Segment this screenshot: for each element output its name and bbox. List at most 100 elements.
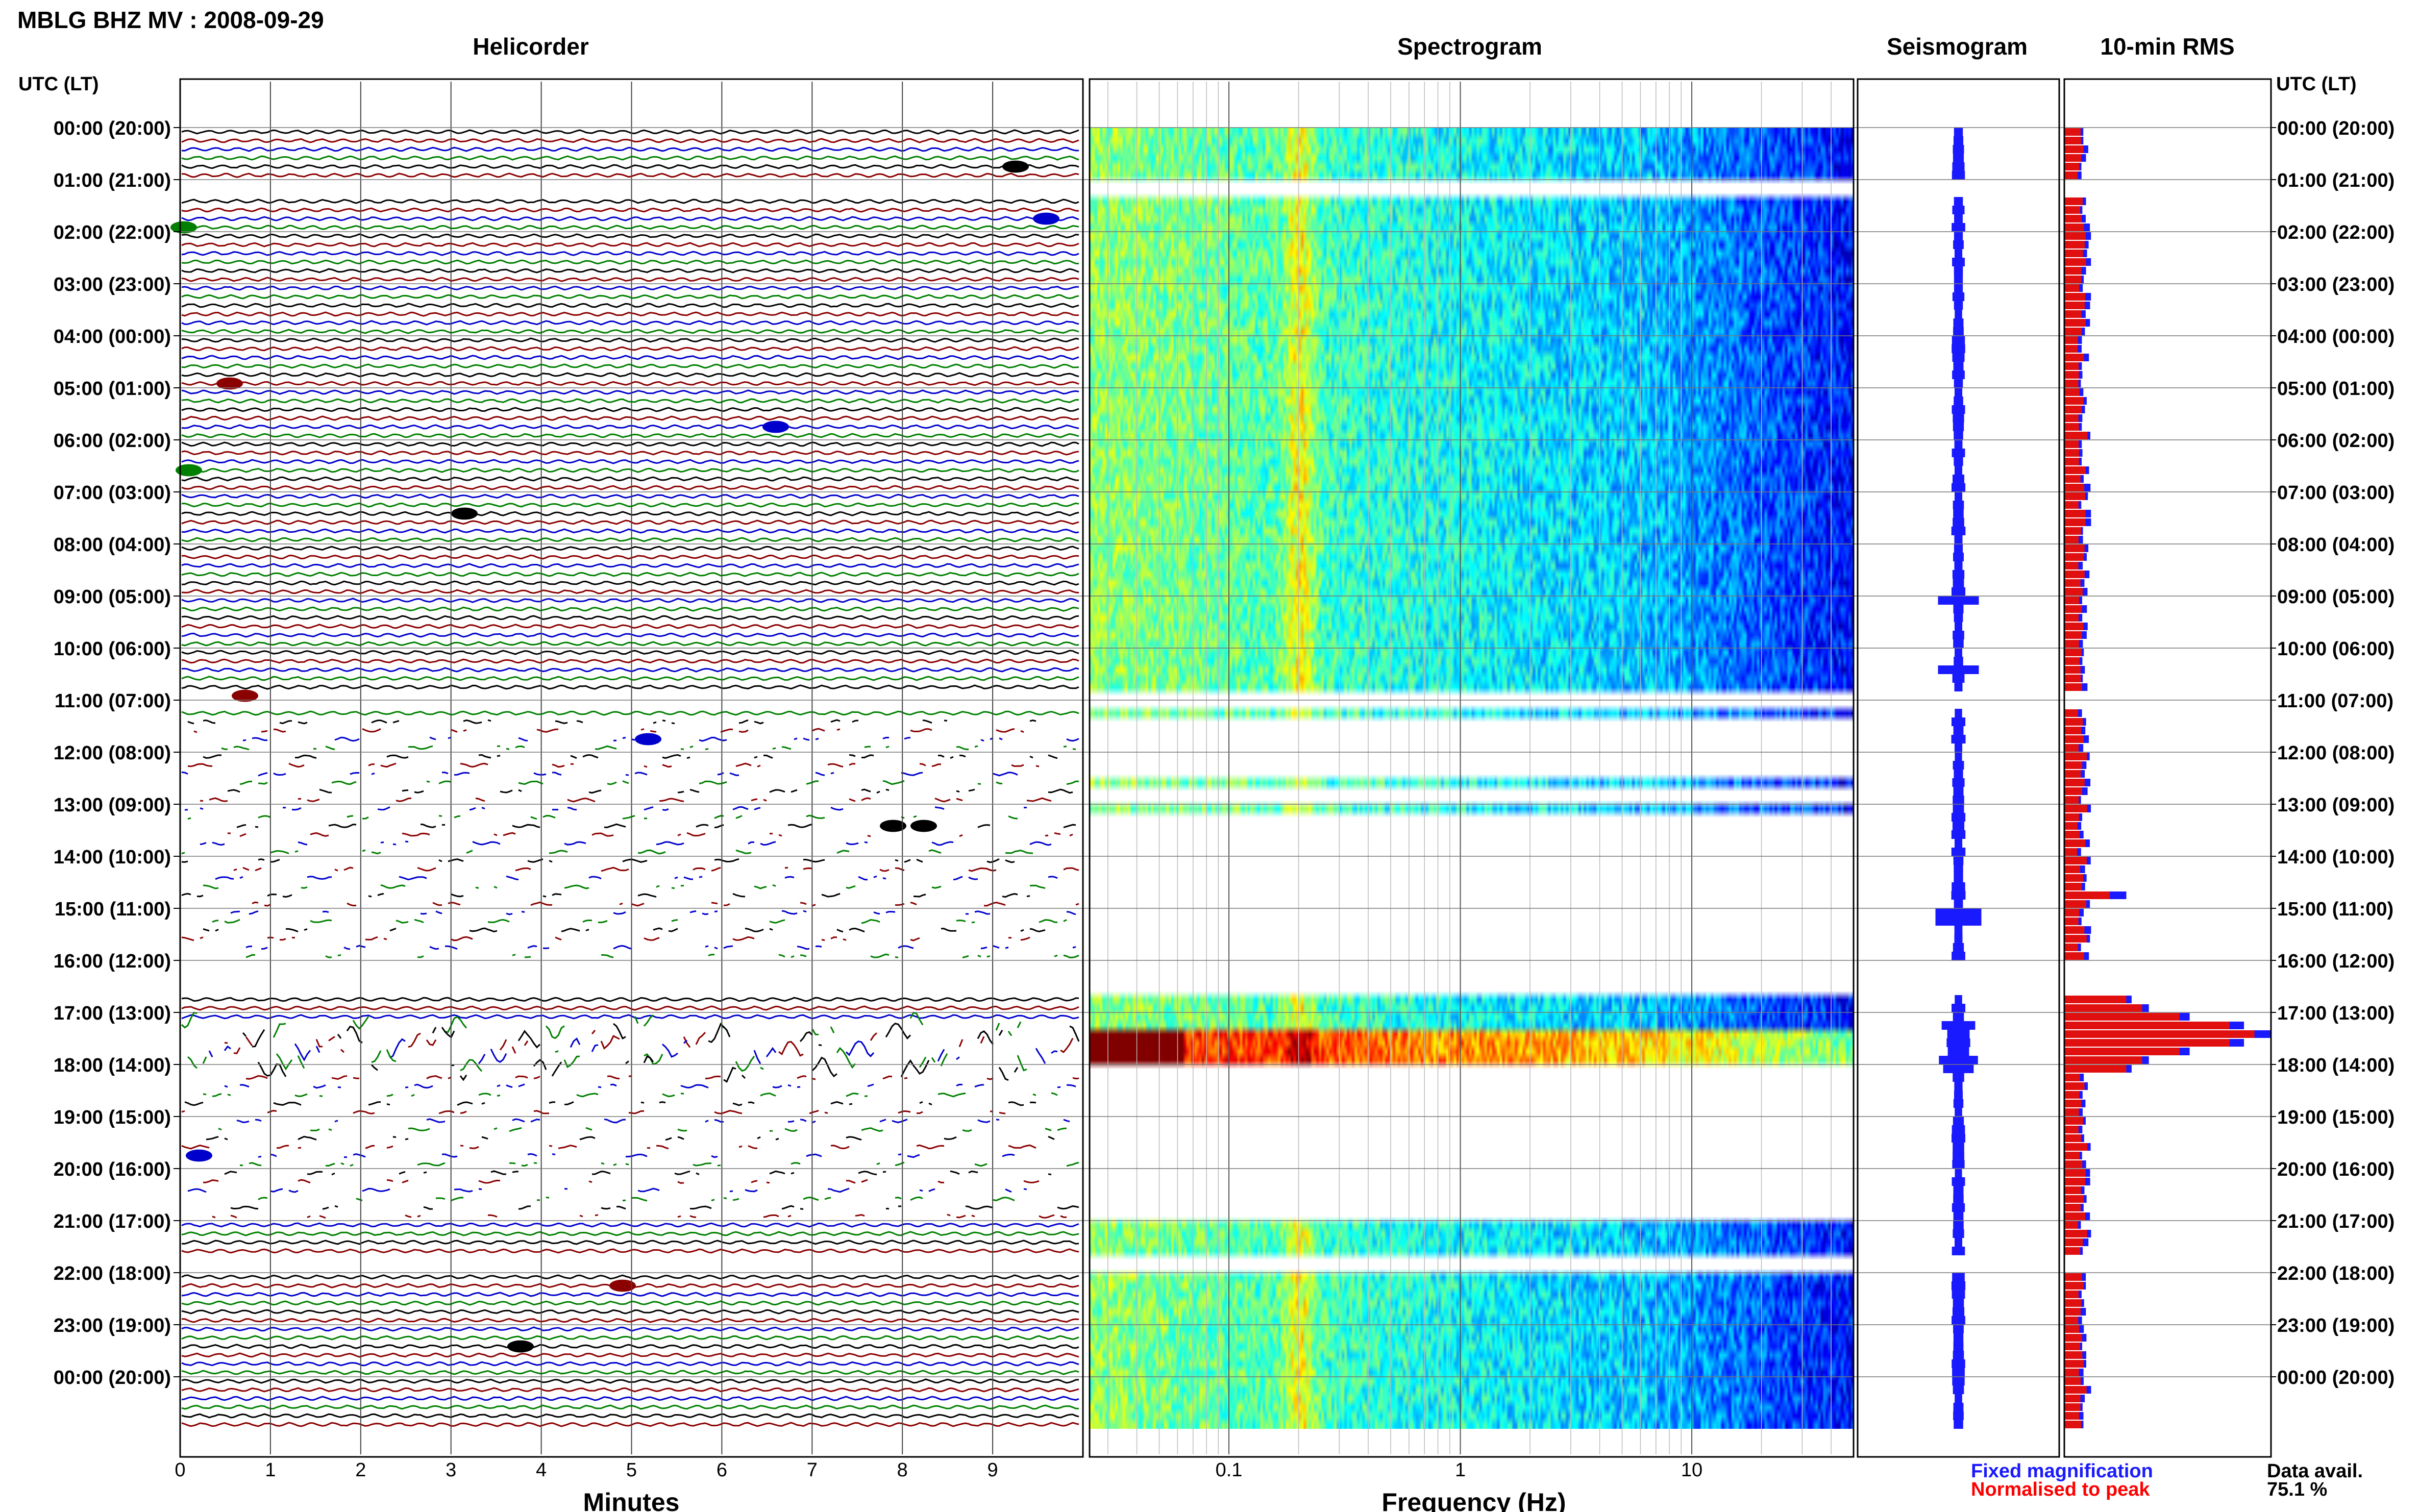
helicorder-trace	[181, 311, 1079, 317]
seismogram-segment	[1952, 1273, 1965, 1281]
rms-bar-normalised	[2064, 319, 2086, 327]
seismogram-segment	[1954, 934, 1963, 943]
hour-label-right: 11:00 (07:00)	[2277, 690, 2393, 712]
helicorder-trace	[181, 606, 1079, 612]
seismogram-segment	[1954, 249, 1963, 258]
seismogram-segment	[1952, 822, 1965, 830]
rms-bar-normalised	[2064, 1048, 2180, 1055]
seismogram-segment	[1953, 1195, 1964, 1203]
hour-label-right: 00:00 (20:00)	[2277, 118, 2395, 139]
seismogram-segment	[1954, 839, 1963, 848]
seismogram-segment	[1952, 1160, 1965, 1169]
seismogram-segment	[1954, 284, 1963, 292]
minutes-tick-label: 2	[355, 1459, 366, 1481]
rms-bar-normalised	[2064, 293, 2086, 301]
rms-bar-normalised	[2064, 614, 2079, 622]
hour-label-right: 22:00 (18:00)	[2277, 1263, 2395, 1284]
rms-bar-normalised	[2064, 197, 2083, 205]
hour-label-right: 20:00 (16:00)	[2277, 1159, 2395, 1180]
seismogram-segment	[1952, 1177, 1965, 1186]
seismogram-segment	[1953, 796, 1964, 804]
helicorder-trace	[181, 1005, 1079, 1011]
hour-label-right: 03:00 (23:00)	[2277, 274, 2395, 295]
rms-bar-normalised	[2064, 683, 2082, 691]
seismogram-segment	[1955, 1169, 1962, 1177]
hour-label-right: 06:00 (02:00)	[2277, 430, 2395, 452]
rms-bar-normalised	[2064, 1100, 2082, 1107]
seismogram-segment	[1954, 683, 1963, 691]
rms-bar-normalised	[2064, 1134, 2081, 1142]
rms-bar-normalised	[2064, 423, 2079, 431]
seismogram-segment	[1951, 483, 1966, 492]
rms-bar-normalised	[2064, 501, 2079, 509]
hour-label-left: 05:00 (01:00)	[54, 378, 171, 400]
seismogram-segment	[1952, 1290, 1965, 1299]
seismogram-segment	[1951, 813, 1966, 822]
seismogram-segment	[1952, 258, 1965, 266]
rms-bar-normalised	[2064, 1143, 2088, 1151]
rms-bar-normalised	[2064, 302, 2085, 309]
helicorder-trace	[181, 936, 1030, 941]
helicorder-trace	[181, 381, 1079, 386]
rms-bar-normalised	[2064, 571, 2085, 578]
seismogram-segment	[1952, 353, 1965, 362]
helicorder-trace	[181, 1231, 1079, 1236]
seismogram-segment	[1953, 136, 1964, 145]
hour-label-left: 20:00 (16:00)	[54, 1159, 171, 1180]
rms-bar-normalised	[2064, 1160, 2083, 1168]
rms-bar-normalised	[2064, 362, 2079, 370]
rms-bar-normalised	[2064, 1238, 2083, 1246]
seismogram-segment	[1951, 891, 1966, 900]
helicorder-trace	[181, 554, 1079, 560]
seismogram-segment	[1954, 466, 1963, 475]
helicorder-trace	[181, 424, 1079, 430]
hour-label-right: 02:00 (22:00)	[2277, 222, 2395, 243]
rms-bar-normalised	[2064, 371, 2079, 379]
helicorder-trace	[181, 615, 1079, 621]
seismogram-segment	[1951, 1134, 1966, 1143]
seismogram-segment	[1952, 292, 1965, 301]
helicorder-trace	[181, 199, 1079, 204]
hour-label-right: 07:00 (03:00)	[2277, 482, 2395, 504]
rms-bar-normalised	[2064, 128, 2081, 136]
helicorder-trace	[181, 129, 1079, 135]
frequency-tick-label: 1	[1455, 1459, 1466, 1481]
rms-bar-normalised	[2064, 952, 2084, 960]
rms-bar-normalised	[2064, 1377, 2081, 1385]
panel-frame	[1089, 78, 1855, 1458]
helicorder-trace	[181, 997, 1079, 1002]
rms-bar-normalised	[2064, 1317, 2079, 1324]
helicorder-trace	[181, 485, 1079, 490]
rms-bar-normalised	[2064, 874, 2083, 882]
rms-bar-normalised	[2064, 813, 2079, 821]
rms-bars	[2064, 128, 2271, 1428]
hour-label-left: 06:00 (02:00)	[54, 430, 171, 452]
seismogram-segment	[1951, 735, 1966, 743]
seismogram-segment	[1953, 605, 1964, 613]
helicorder-trace	[245, 953, 1079, 959]
helicorder-trace	[181, 893, 1030, 898]
seismogram-segment	[1953, 518, 1964, 527]
helicorder-trace	[181, 459, 1079, 464]
helicorder-trace	[245, 945, 1076, 950]
helicorder-trace	[181, 467, 1079, 473]
helicorder-trace	[215, 876, 1070, 880]
rms-bar-normalised	[2064, 310, 2082, 318]
seismogram-segment	[1943, 1064, 1974, 1073]
seismogram-segment	[1954, 232, 1963, 240]
helicorder-trace	[181, 303, 1079, 308]
minutes-tick-label: 7	[807, 1459, 818, 1481]
seismogram-segment	[1946, 1038, 1970, 1047]
helicorder-trace	[182, 1110, 1018, 1113]
helicorder-event	[451, 507, 478, 520]
helicorder-trace	[239, 1161, 1079, 1167]
hour-label-left: 03:00 (23:00)	[54, 274, 171, 295]
helicorder-event	[910, 820, 937, 832]
seismogram-segment	[1953, 318, 1964, 327]
helicorder-event	[176, 464, 202, 477]
helicorder-trace	[181, 624, 1079, 629]
seismogram-segment	[1953, 1143, 1964, 1151]
helicorder-trace	[184, 1101, 1036, 1106]
rms-bar-normalised	[2064, 787, 2082, 795]
helicorder-trace	[181, 207, 1079, 213]
